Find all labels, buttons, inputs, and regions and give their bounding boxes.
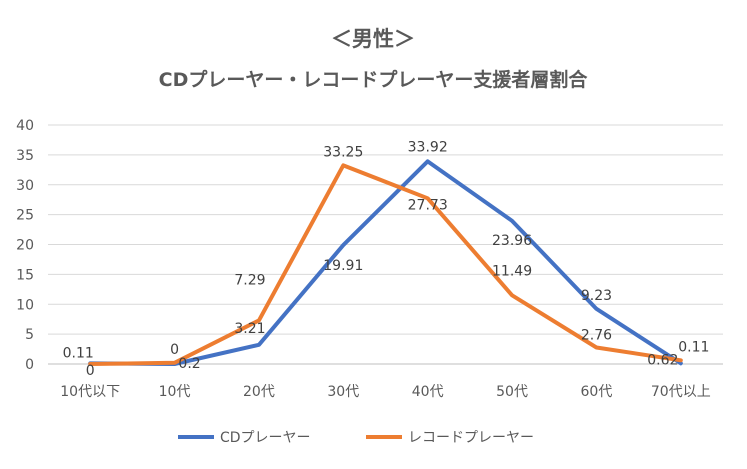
x-tick-label: 10代以下 [60, 384, 120, 400]
grid-lines [48, 124, 723, 365]
data-label: 23.96 [492, 233, 532, 249]
y-tick-label: 40 [16, 118, 34, 134]
data-label: 33.92 [408, 139, 448, 155]
data-label: 0.11 [678, 339, 709, 355]
y-tick-label: 10 [16, 297, 34, 313]
x-tick-label: 20代 [243, 384, 275, 400]
legend: CDプレーヤー レコードプレーヤー [178, 430, 534, 446]
data-label: 0.11 [63, 345, 94, 361]
y-tick-label: 20 [16, 238, 34, 254]
legend-label: CDプレーヤー [220, 430, 311, 446]
x-tick-label: 50代 [496, 384, 528, 400]
x-tick-label: 60代 [581, 384, 613, 400]
y-axis-ticks: 0 5 10 15 20 25 30 35 40 [16, 118, 34, 373]
chart-subtitle: CDプレーヤー・レコードプレーヤー支援者層割合 [159, 68, 589, 91]
series-line-2 [88, 163, 683, 366]
y-tick-label: 35 [16, 148, 34, 164]
data-label: 3.21 [234, 321, 265, 337]
y-tick-label: 0 [25, 357, 34, 373]
x-tick-label: 10代 [159, 384, 191, 400]
legend-label: レコードプレーヤー [408, 430, 534, 446]
data-label: 2.76 [581, 328, 612, 344]
data-label: 0.62 [647, 352, 678, 368]
data-label: 19.91 [323, 258, 363, 274]
y-tick-label: 25 [16, 208, 34, 224]
y-tick-label: 30 [16, 178, 34, 194]
x-tick-label: 40代 [412, 384, 444, 400]
chart-title: ＜男性＞ [331, 27, 415, 51]
series-lines [88, 159, 683, 366]
data-label: 0 [86, 363, 95, 379]
x-tick-label: 70代以上 [651, 384, 711, 400]
x-axis-ticks: 10代以下 10代 20代 30代 40代 50代 60代 70代以上 [60, 384, 710, 400]
series-line-1 [88, 159, 683, 366]
data-label: 7.29 [234, 272, 265, 288]
data-label: 0.2 [178, 356, 200, 372]
y-tick-label: 15 [16, 267, 34, 283]
data-label: 27.73 [408, 197, 448, 213]
data-label: 0 [170, 342, 179, 358]
x-tick-label: 30代 [327, 384, 359, 400]
y-tick-label: 5 [25, 327, 34, 343]
data-label: 11.49 [492, 263, 532, 279]
data-label: 33.25 [323, 144, 363, 160]
data-label: 9.23 [581, 288, 612, 304]
